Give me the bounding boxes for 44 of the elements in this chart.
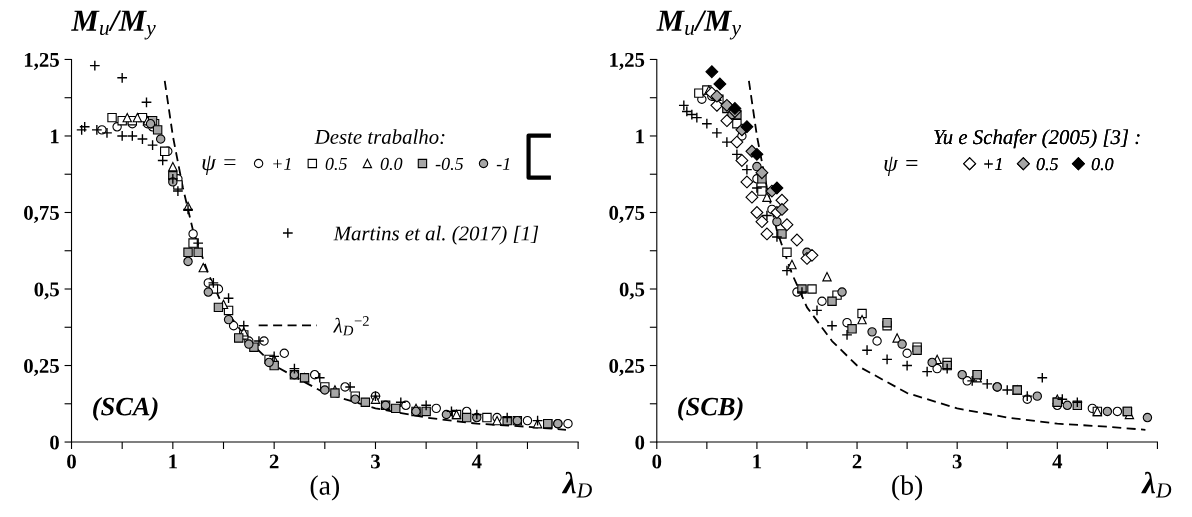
y-tick-label: 0,25: [24, 358, 59, 376]
y-tick-label: 0: [635, 435, 645, 450]
y-tick-label: 1,25: [24, 52, 59, 70]
legend-label: λ$_{D}$$^{−2}$: [333, 316, 369, 336]
legend-label: 0.5: [1036, 158, 1059, 171]
y-tick-label: 1: [636, 129, 644, 144]
legend-label: -1: [496, 157, 510, 170]
y-tick-label: 1: [50, 129, 59, 144]
y-tick-label: 0,5: [34, 282, 59, 300]
y-tick-label: 0,75: [24, 205, 59, 223]
legend-title: Yu e Schafer (2005) [3] :: [934, 129, 1140, 149]
y-tick-label: 1,25: [610, 52, 645, 70]
x-tick-label: 1: [753, 454, 762, 469]
y-tick-label: 0,75: [609, 205, 645, 223]
y-tick-label: 0,5: [619, 282, 645, 300]
x-tick-label: 0: [67, 454, 76, 469]
legend-label: -0.5: [435, 157, 464, 171]
legend-label: 0.0: [380, 157, 403, 171]
legend-label: +1: [273, 157, 291, 170]
x-tick-label: 2: [852, 454, 862, 469]
y-axis-title: M$_{u}$/M$_{y}$: [71, 10, 156, 40]
annotation: (SCB): [678, 396, 743, 421]
y-axis-title: M$_{u}$/M$_{y}$: [656, 10, 742, 40]
x-tick-label: 4: [471, 454, 482, 469]
annotation: (SCA): [93, 396, 158, 421]
x-axis-title: λ$_{D}$: [561, 471, 592, 498]
x-tick-label: 3: [371, 454, 380, 469]
x-axis-title: λ$_{D}$: [1141, 471, 1172, 498]
legend-label: 0.5: [325, 157, 347, 171]
text: (a): [310, 475, 340, 501]
legend-label: 0.0: [1091, 158, 1114, 171]
x-tick-label: 3: [952, 454, 962, 469]
annotation: ψ =: [884, 156, 918, 176]
annotation: ψ =: [202, 155, 236, 176]
x-tick-label: 4: [1052, 454, 1063, 469]
text: (b): [892, 475, 923, 501]
legend-label: Martins et al. (2017) [1]: [333, 225, 539, 245]
x-tick-label: 1: [169, 454, 177, 469]
x-tick-label: 0: [652, 454, 662, 469]
y-tick-label: 0: [50, 435, 59, 450]
legend-label: +1: [984, 158, 1002, 171]
legend-title: Deste trabalho:: [314, 129, 445, 145]
x-tick-label: 2: [269, 454, 279, 469]
y-tick-label: 0,25: [609, 358, 645, 376]
